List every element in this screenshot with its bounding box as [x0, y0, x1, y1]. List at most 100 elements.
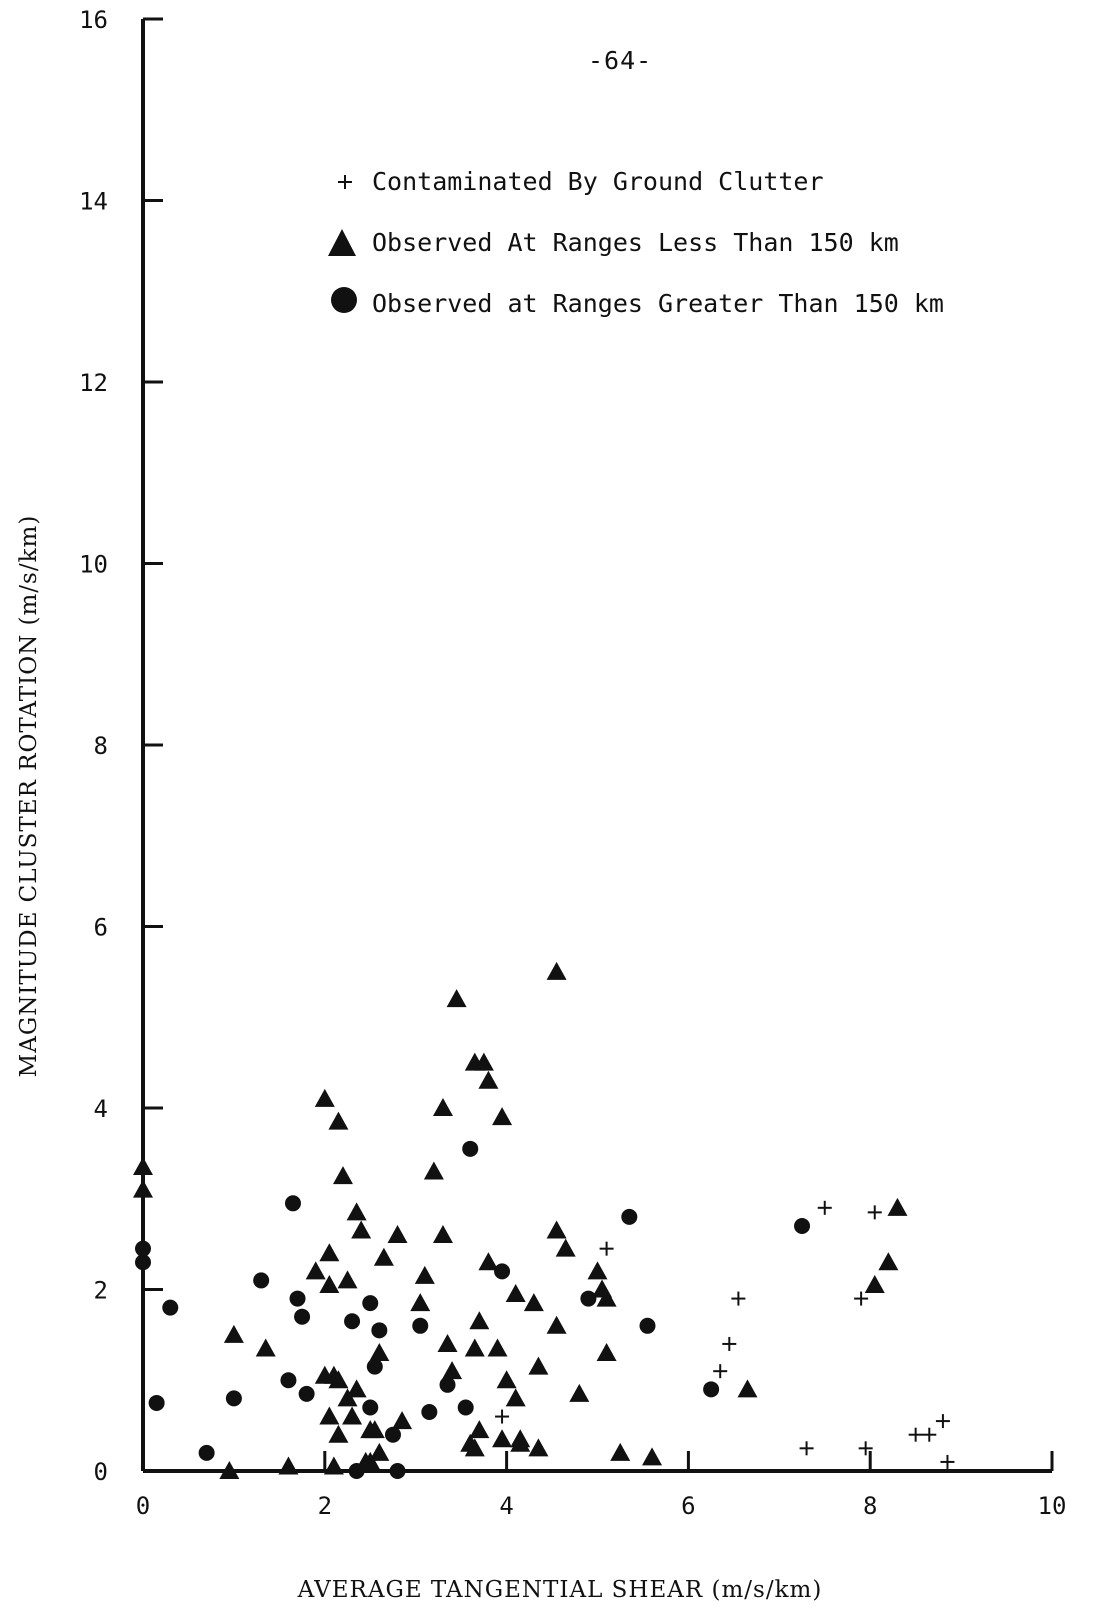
y-tick-label: 4	[94, 1095, 108, 1123]
triangle-data-point	[319, 1406, 340, 1425]
page-number: -64-	[588, 46, 653, 75]
triangle-data-point	[528, 1356, 549, 1375]
circle-data-point	[794, 1217, 811, 1234]
circle-data-point	[289, 1290, 306, 1307]
triangle-data-point	[392, 1411, 413, 1430]
plus-data-point	[908, 1427, 923, 1442]
circle-data-point	[298, 1385, 315, 1402]
x-axis-title: AVERAGE TANGENTIAL SHEAR (m/s/km)	[297, 1577, 823, 1603]
triangle-data-point	[487, 1338, 508, 1357]
circle-data-point	[162, 1299, 179, 1316]
circle-data-point	[284, 1195, 301, 1212]
triangle-data-point	[319, 1274, 340, 1293]
circle-data-point	[348, 1463, 365, 1479]
circle-data-point	[462, 1140, 479, 1157]
circle-data-point	[371, 1322, 388, 1339]
plus-data-point	[940, 1454, 955, 1469]
legend-label-far: Observed at Ranges Greater Than 150 km	[372, 289, 944, 318]
y-tick-label: 6	[94, 914, 108, 942]
circle-data-point	[344, 1313, 361, 1330]
triangle-data-point	[346, 1202, 367, 1221]
plus-data-point	[854, 1291, 869, 1306]
legend-label-clutter: Contaminated By Ground Clutter	[372, 167, 824, 196]
triangle-data-point	[587, 1261, 608, 1280]
plus-data-point	[599, 1241, 614, 1256]
legend-plus-marker	[338, 175, 352, 189]
triangle-data-point	[492, 1107, 513, 1126]
circle-data-point	[366, 1358, 383, 1375]
triangle-data-point	[410, 1293, 431, 1312]
plus-data-point	[922, 1427, 937, 1442]
triangle-data-point	[305, 1261, 326, 1280]
triangle-data-point	[319, 1243, 340, 1262]
triangle-data-point	[878, 1252, 899, 1271]
circle-data-point	[362, 1399, 379, 1416]
plus-data-point	[722, 1336, 737, 1351]
triangle-data-point	[323, 1365, 344, 1384]
triangle-data-point	[387, 1225, 408, 1244]
triangle-data-point	[133, 1179, 153, 1198]
triangle-data-point	[323, 1456, 344, 1475]
triangle-data-point	[546, 1315, 567, 1334]
triangle-data-point	[337, 1388, 358, 1407]
triangle-data-point	[546, 1220, 567, 1239]
triangle-data-point	[432, 1225, 453, 1244]
circle-data-point	[135, 1240, 151, 1257]
triangle-data-point	[446, 989, 467, 1008]
x-tick-label: 6	[681, 1492, 695, 1520]
circle-data-point	[389, 1463, 406, 1479]
y-tick-label: 16	[79, 6, 108, 34]
y-tick-label: 8	[94, 732, 108, 760]
triangle-marker	[328, 229, 356, 256]
plus-data-point	[867, 1205, 882, 1220]
triangle-data-point	[351, 1220, 372, 1239]
triangle-data-point	[469, 1311, 490, 1330]
legend-item-clutter: Contaminated By Ground Clutter	[338, 167, 824, 196]
triangle-data-point	[496, 1370, 517, 1389]
y-tick-label: 14	[79, 188, 108, 216]
circle-data-point	[294, 1308, 311, 1325]
circle-marker	[331, 287, 357, 313]
legend-label-near: Observed At Ranges Less Than 150 km	[372, 228, 899, 257]
circle-data-point	[639, 1317, 656, 1334]
triangle-data-point	[864, 1274, 885, 1293]
circle-data-point	[198, 1444, 215, 1461]
legend: Contaminated By Ground Clutter Observed …	[328, 167, 944, 318]
triangle-data-point	[478, 1070, 499, 1089]
triangle-data-point	[346, 1379, 367, 1398]
y-tick-label: 0	[94, 1458, 108, 1486]
plus-data-point	[731, 1291, 746, 1306]
triangle-data-point	[546, 961, 567, 980]
triangle-data-point	[596, 1288, 617, 1307]
triangle-data-point	[442, 1361, 463, 1380]
data-points	[133, 961, 955, 1479]
plus-data-point	[495, 1409, 510, 1424]
circle-data-point	[362, 1295, 379, 1312]
triangle-data-point	[478, 1252, 499, 1271]
circle-data-point	[494, 1263, 511, 1280]
triangle-data-point	[414, 1265, 435, 1284]
axis-ticks: 0 2 4 6 8 10 12 14 16 0 2 4 6 8 10	[79, 6, 1066, 1520]
circle-data-point	[253, 1272, 270, 1289]
triangle-data-point	[473, 1052, 494, 1071]
triangle-data-point	[423, 1161, 444, 1180]
triangle-data-point	[464, 1438, 485, 1457]
triangle-data-point	[464, 1338, 485, 1357]
triangle-data-point	[337, 1270, 358, 1289]
triangle-data-point	[314, 1088, 335, 1107]
circle-data-point	[580, 1290, 597, 1307]
x-tick-label: 10	[1038, 1492, 1067, 1520]
triangle-data-point	[369, 1442, 390, 1461]
legend-item-near: Observed At Ranges Less Than 150 km	[328, 228, 899, 257]
circle-data-point	[421, 1404, 438, 1421]
legend-item-far: Observed at Ranges Greater Than 150 km	[331, 287, 944, 318]
x-tick-label: 8	[863, 1492, 877, 1520]
triangle-data-point	[332, 1166, 353, 1185]
circle-data-point	[384, 1426, 401, 1443]
triangle-data-point	[328, 1111, 349, 1130]
y-tick-label: 12	[79, 369, 108, 397]
circle-data-point	[439, 1376, 456, 1393]
plus-data-point	[817, 1200, 832, 1215]
circle-data-point	[621, 1208, 638, 1225]
